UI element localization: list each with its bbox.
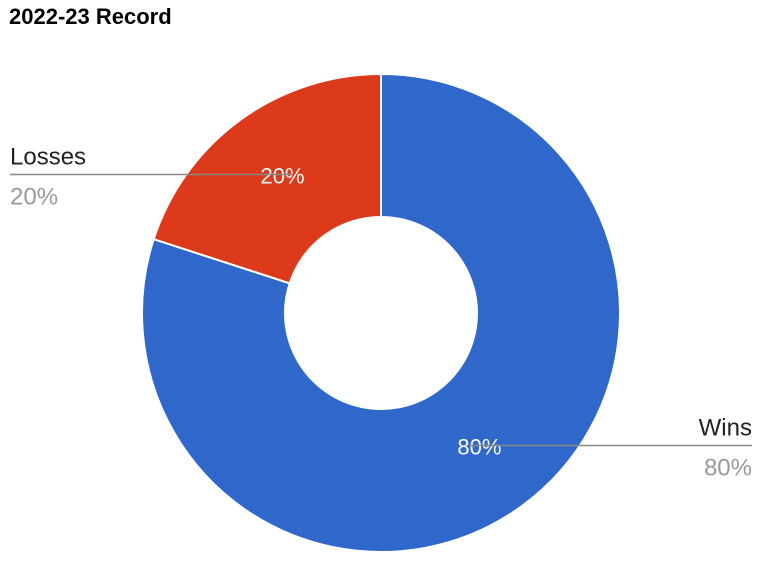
slice-value-losses: 20% <box>261 163 305 188</box>
slice-value-wins: 80% <box>457 434 501 459</box>
callout-percent-losses: 20% <box>10 183 58 210</box>
callout-label-wins: Wins <box>699 415 752 442</box>
slice-wins[interactable] <box>141 72 621 553</box>
slice-losses[interactable] <box>152 72 382 285</box>
chart-title: 2022-23 Record <box>9 4 172 29</box>
callout-percent-wins: 80% <box>704 455 752 482</box>
callout-label-losses: Losses <box>10 143 86 170</box>
